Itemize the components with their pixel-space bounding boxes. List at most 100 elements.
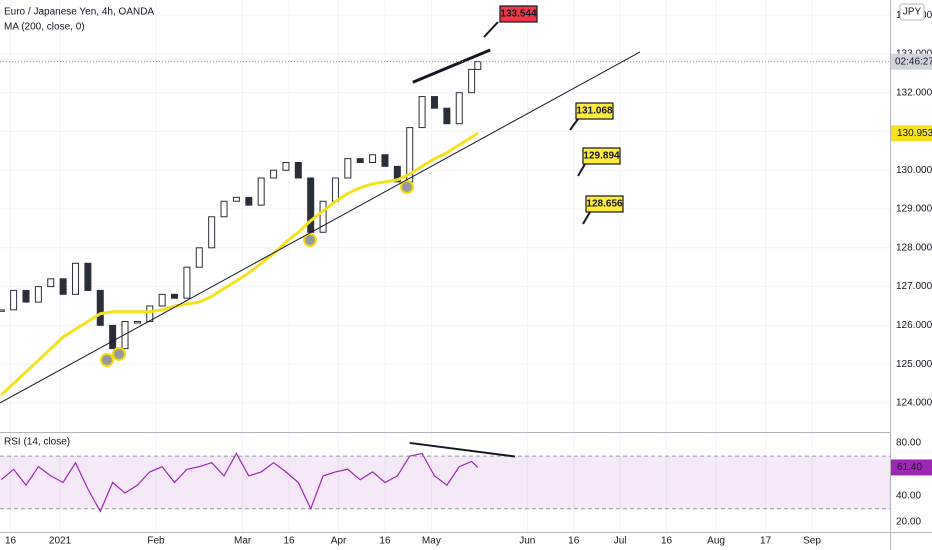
candle — [468, 68, 476, 94]
y-tick-label: 124.000 — [896, 398, 932, 409]
trend-line — [412, 48, 491, 84]
candle — [47, 278, 55, 288]
touch-markers — [100, 180, 414, 367]
candle — [0, 309, 5, 312]
callout-box — [585, 195, 624, 213]
callout-text: 131.068 — [576, 106, 613, 117]
callout-pointer — [577, 163, 586, 177]
rsi-legend: RSI (14, close) — [4, 437, 70, 448]
touch-marker — [100, 353, 114, 367]
candle — [245, 196, 253, 206]
candle — [344, 158, 352, 179]
candle — [195, 247, 203, 268]
callout-box — [499, 5, 538, 23]
candle — [443, 107, 451, 125]
x-tick-label: Apr — [331, 536, 347, 547]
callout-text: 128.656 — [586, 199, 623, 210]
candle — [474, 61, 482, 70]
countdown-label: 02:46:27 — [895, 56, 932, 67]
y-tick-label: 80.00 — [896, 438, 921, 449]
y-tick-label: 125.000 — [896, 359, 932, 370]
candle — [393, 165, 401, 183]
rsi-band — [0, 456, 890, 509]
value-tag — [891, 125, 932, 142]
candle — [270, 169, 278, 179]
candle — [158, 293, 166, 307]
y-tick-label: 129.000 — [896, 204, 932, 215]
candle — [220, 200, 228, 218]
y-tick-label: 128.000 — [896, 242, 932, 253]
candle — [455, 92, 463, 125]
candle — [133, 320, 141, 324]
candle — [22, 289, 30, 303]
x-tick-label: 16 — [5, 536, 17, 547]
callout-box — [575, 102, 614, 120]
y-tick-label: 40.00 — [896, 490, 921, 501]
y-tick-label: 127.000 — [896, 281, 932, 292]
value-tag — [891, 459, 932, 476]
x-tick-label: 16 — [379, 536, 391, 547]
candle — [257, 177, 265, 206]
touch-marker — [400, 180, 414, 194]
x-tick-label: Sep — [803, 536, 821, 547]
callout-pointer — [582, 211, 591, 225]
x-tick-label: 16 — [661, 536, 673, 547]
candle — [34, 286, 42, 303]
x-tick-label: Jun — [519, 536, 535, 547]
series-line — [0, 452, 479, 513]
value-tag-label: 130.953 — [897, 128, 932, 139]
candle — [59, 278, 67, 295]
candle — [319, 200, 327, 233]
candle — [369, 154, 377, 163]
candle — [84, 262, 92, 291]
candle — [146, 305, 154, 322]
candle — [208, 216, 216, 249]
x-tick-label: May — [422, 536, 441, 547]
series-line — [0, 132, 479, 397]
chart-title: Euro / Japanese Yen, 4h, OANDA — [4, 7, 154, 18]
candle — [294, 161, 302, 179]
countdown-tag — [891, 53, 932, 70]
value-tag-label: 61.40 — [897, 462, 922, 473]
currency-badge — [899, 3, 925, 21]
x-tick-label: 17 — [760, 536, 772, 547]
candle — [121, 320, 129, 350]
y-tick-label: 126.000 — [896, 320, 932, 331]
callout-text: 129.894 — [583, 151, 620, 162]
candle — [430, 96, 438, 109]
x-tick-label: 16 — [283, 536, 295, 547]
candle — [96, 289, 104, 326]
y-tick-label: 130.000 — [896, 165, 932, 176]
y-tick-label: 132.000 — [896, 87, 932, 98]
candle — [10, 289, 18, 311]
trend-line — [409, 441, 516, 458]
x-tick-label: 2021 — [49, 536, 72, 547]
currency-label: JPY — [903, 7, 922, 18]
trend-line — [0, 51, 641, 404]
candle — [282, 161, 290, 171]
x-tick-label: 16 — [568, 536, 580, 547]
ma-legend: MA (200, close, 0) — [4, 22, 85, 33]
candle — [331, 177, 339, 202]
touch-marker — [303, 233, 317, 247]
callout-pointer — [569, 118, 579, 131]
callout-box — [582, 147, 621, 165]
candle — [183, 266, 191, 299]
x-tick-label: Jul — [614, 536, 627, 547]
candle — [232, 196, 240, 202]
x-tick-label: Aug — [707, 536, 725, 547]
callout-pointer — [483, 21, 499, 38]
plot-area — [0, 0, 890, 532]
x-tick-label: Mar — [234, 536, 252, 547]
candle — [109, 324, 117, 350]
candle — [171, 293, 179, 299]
x-tick-label: Feb — [147, 536, 165, 547]
candle — [72, 262, 80, 295]
candle — [381, 154, 389, 167]
y-tick-label: 20.00 — [896, 517, 921, 528]
candle — [356, 158, 364, 163]
callout-text: 133.544 — [500, 9, 537, 20]
candle — [418, 96, 426, 129]
touch-marker — [112, 347, 126, 361]
